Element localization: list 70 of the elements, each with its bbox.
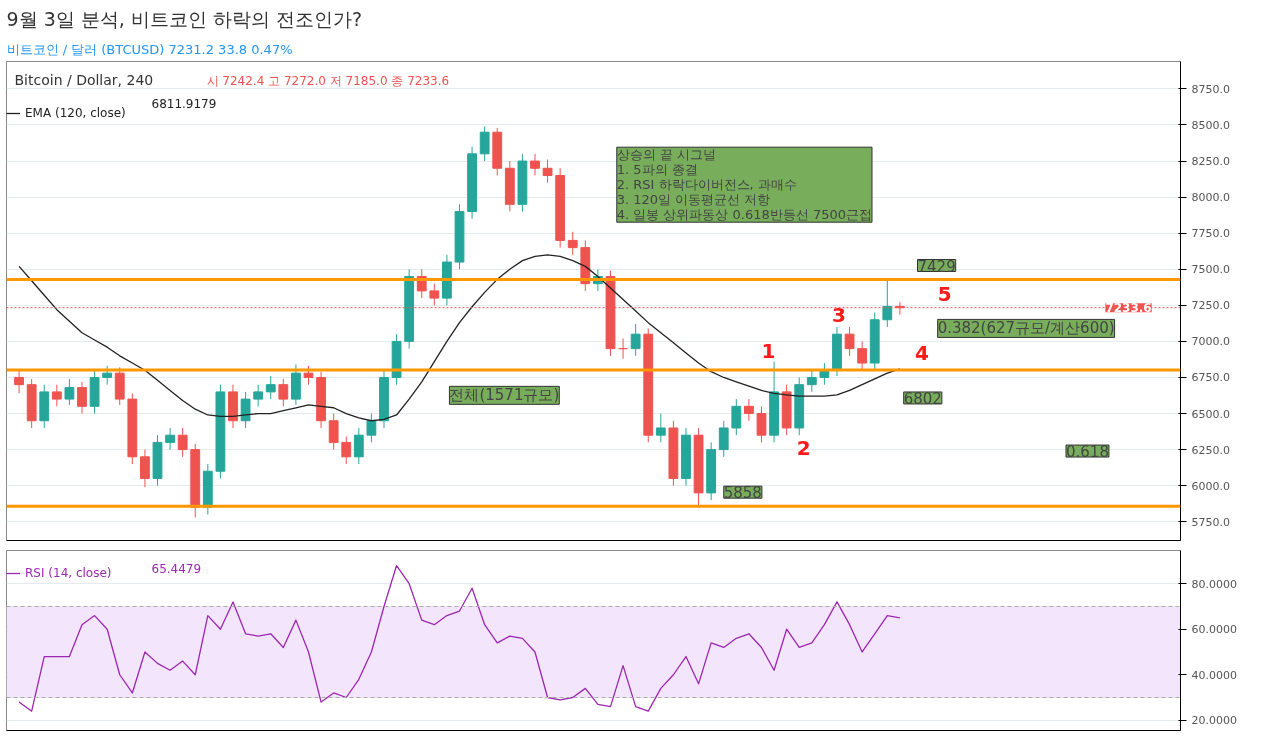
candlestick [165,427,175,451]
annotation: 6811.9179 [151,96,217,111]
candlestick [630,323,641,357]
ref-line-label: 7429 [917,257,956,276]
y-tick-label: 7750.0 [1191,227,1230,241]
ref-line-label: 5858 [723,484,762,503]
chart-subtitle: 비트코인 / 달러 (BTCUSD) 7231.2 33.8 0.47% [6,41,293,57]
annotation: 전체(1571규모) [449,386,560,405]
y-tick-label: 6250.0 [1191,443,1230,457]
candlestick [857,340,868,371]
candlestick [353,427,364,465]
y-tick-label: 40.0000 [1191,668,1237,682]
y-tick-label: 6000.0 [1191,479,1230,493]
text: 5 [937,281,952,306]
candlestick [51,384,62,407]
candlestick [303,365,314,386]
candlestick [655,413,666,443]
candlestick [542,159,553,184]
y-tick-label: 7250.0 [1191,299,1230,313]
candlestick [341,436,352,465]
candlestick [253,384,264,407]
candlestick [278,378,289,407]
text: 0.618 [1065,443,1109,462]
text: 4 [915,340,929,365]
candlestick [102,365,113,386]
y-tick-label: 60.0000 [1191,623,1237,637]
y-tick-label: 7500.0 [1191,263,1230,277]
y-tick-label: 8750.0 [1191,82,1230,96]
text: 0.382(627규모/계산600) [937,319,1115,338]
candlestick [328,413,339,451]
y-tick-label: 6750.0 [1191,371,1230,385]
y-tick-label: 80.0000 [1191,577,1237,591]
candlestick [177,427,188,458]
annotation: 65.4479 [151,561,202,576]
candlestick [140,449,150,488]
legend-label: RSI (14, close) [25,566,112,580]
ref-line-label: 7233.6 [1105,301,1152,316]
candlestick [64,378,75,406]
candlestick [882,279,893,328]
candlestick [567,231,578,256]
y-tick-label: 20.0000 [1191,714,1237,728]
y-tick-label: 7000.0 [1191,335,1230,349]
candlestick [756,405,767,443]
candlestick [77,381,87,415]
candlestick [731,398,742,436]
y-tick-label: 5750.0 [1191,515,1230,529]
line-series [18,564,901,712]
y-tick-label: 8500.0 [1191,118,1230,132]
annotation: 2 [796,436,811,461]
candlestick [366,413,377,443]
candlestick [479,125,490,162]
candlestick [718,420,729,458]
legend-label: EMA (120, close) [25,106,126,120]
candlestick [806,369,817,393]
candlestick [14,369,24,394]
candlestick [744,398,754,422]
annotation: 상승의 끝 시그널 1. 5파의 종결 2. RSI 하락다이버전스, 과매수 3. 120일 이동평균선 저항 4. 일봉 상위파동상 0.618반등선 7500근접 [616,147,873,223]
y-tick-label: 6500.0 [1191,407,1230,421]
annotation: 1 [761,339,776,364]
y-tick-label: 8000.0 [1191,191,1230,205]
annotation: 3 [831,303,846,328]
annotation: 시 7242.4 고 7272.0 저 7185.0 종 7233.6 [206,73,450,88]
candlestick [530,153,540,176]
candlestick [429,283,440,306]
chart-title: 9월 3일 분석, 비트코인 하락의 전조인가? [6,7,362,30]
y-tick-label: 8250.0 [1191,155,1230,169]
candlestick [844,326,855,357]
candlestick [240,391,251,429]
candlestick [265,375,276,400]
annotation: Bitcoin / Dollar, 240 [14,71,154,88]
